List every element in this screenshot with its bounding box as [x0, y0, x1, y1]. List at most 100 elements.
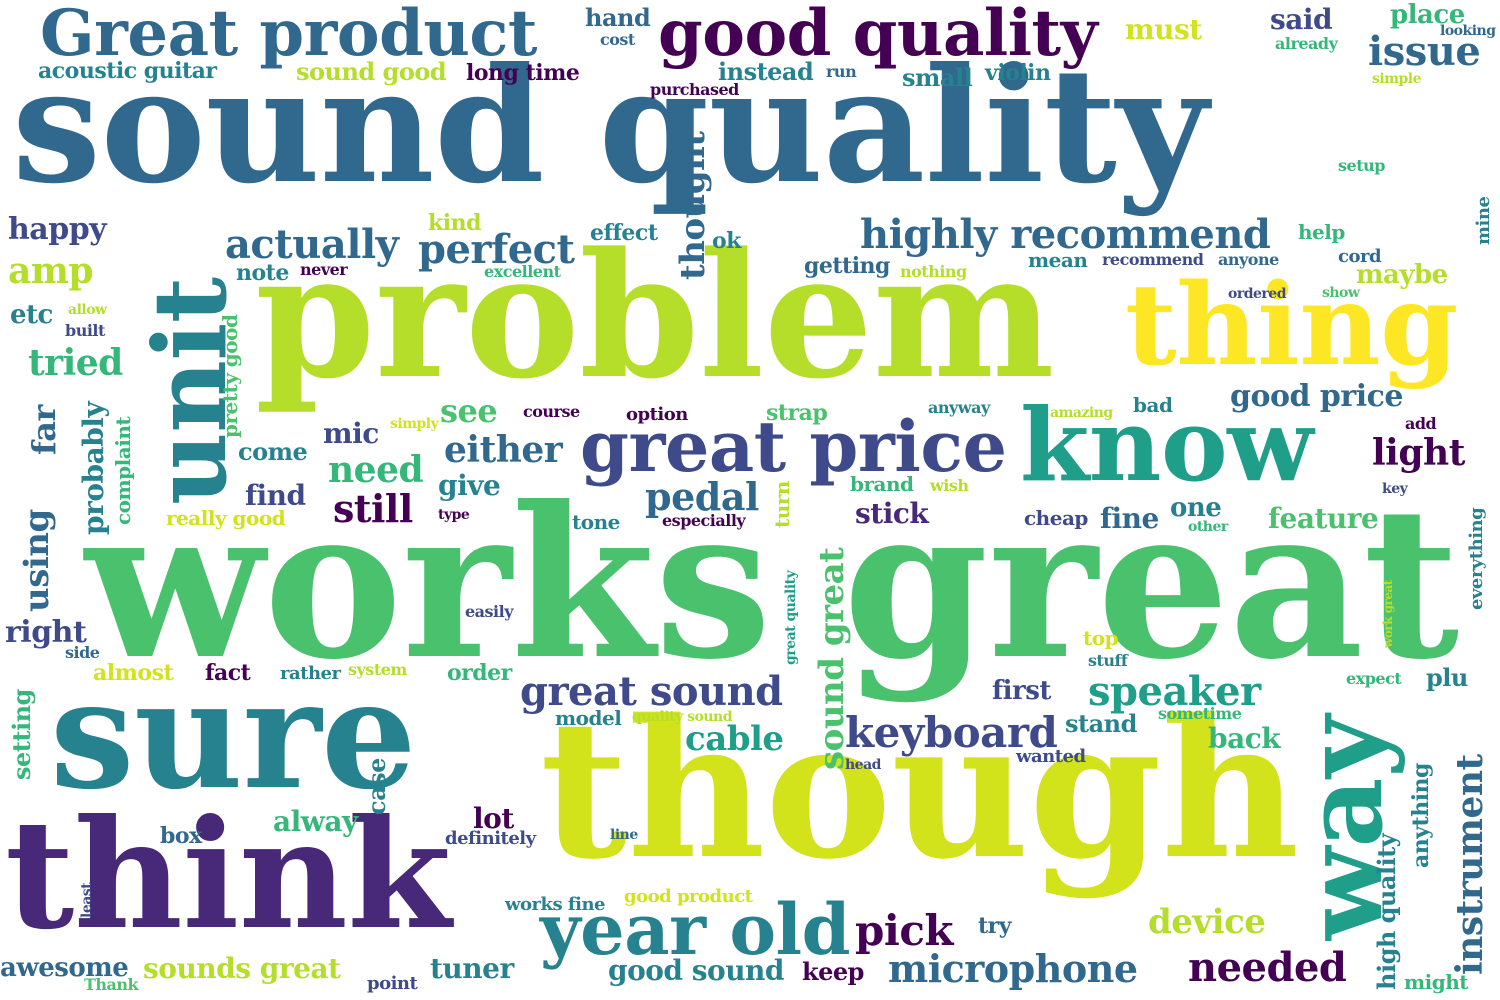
word-top: top — [1083, 626, 1119, 650]
word-thank: Thank — [84, 975, 139, 994]
word-mean: mean — [1028, 248, 1088, 272]
word-pick: pick — [855, 906, 954, 955]
word-plu: plu — [1426, 663, 1468, 692]
word-cost: cost — [600, 30, 635, 49]
word-small: small — [902, 63, 973, 92]
word-head: head — [845, 757, 881, 773]
word-great-product: Great product — [40, 0, 537, 71]
word-easily: easily — [465, 602, 514, 621]
word-setup: setup — [1338, 156, 1385, 175]
word-issue: issue — [1368, 28, 1481, 75]
word-works-fine: works fine — [505, 894, 605, 915]
word-course: course — [523, 402, 580, 421]
word-sure: sure — [50, 647, 416, 823]
word-kind: kind — [428, 210, 481, 236]
word-great-sound: great sound — [520, 668, 783, 715]
word-anyway: anyway — [928, 398, 990, 417]
word-device: device — [1148, 902, 1266, 942]
word-simply: simply — [390, 416, 439, 432]
word-allow: allow — [68, 302, 107, 318]
word-back: back — [1208, 722, 1281, 755]
word-simple: simple — [1372, 71, 1422, 87]
word-stick: stick — [855, 497, 929, 530]
word-tone: tone — [572, 510, 620, 534]
word-strap: strap — [766, 400, 828, 426]
word-anyone: anyone — [1218, 250, 1279, 269]
word-run: run — [826, 62, 857, 81]
word-good-quality: good quality — [658, 0, 1098, 71]
word-instrument: instrument — [1449, 754, 1491, 975]
word-microphone: microphone — [888, 946, 1138, 991]
word-year-old: year old — [540, 888, 851, 971]
word-good-product: good product — [624, 886, 753, 907]
word-good-price: good price — [1230, 379, 1403, 414]
word-said: said — [1270, 3, 1333, 36]
word-lot: lot — [473, 802, 514, 835]
word-need: need — [328, 449, 424, 491]
word-type: type — [438, 507, 470, 523]
word-actually: actually — [225, 221, 399, 268]
word-option: option — [626, 404, 688, 425]
word-think: think — [5, 787, 451, 963]
word-come: come — [238, 437, 308, 466]
word-try: try — [978, 913, 1012, 939]
word-first: first — [992, 676, 1051, 706]
word-effect: effect — [590, 220, 658, 246]
word-long-time: long time — [466, 60, 580, 86]
word-sound-quality: sound quality — [12, 34, 1208, 219]
word-alway: alway — [273, 805, 358, 838]
word-using: using — [17, 509, 57, 612]
word-mic: mic — [323, 417, 379, 450]
word-nothing: nothing — [900, 262, 967, 281]
word-quality-sound: quality sound — [632, 709, 733, 725]
word-keyboard: keyboard — [845, 708, 1058, 757]
word-sometime: sometime — [1158, 704, 1242, 723]
word-order: order — [447, 660, 512, 686]
word-key: key — [1382, 481, 1408, 497]
word-cord: cord — [1338, 246, 1382, 267]
word-know: know — [1020, 386, 1313, 504]
word-probably: probably — [77, 401, 110, 535]
word-great-quality: great quality — [783, 570, 799, 665]
word-rather: rather — [280, 663, 341, 684]
word-high-quality: high quality — [1372, 833, 1401, 990]
word-note: note — [236, 260, 289, 286]
word-brand: brand — [850, 472, 914, 496]
word-violin: violin — [985, 60, 1051, 86]
word-far: far — [25, 405, 63, 455]
word-acoustic-guitar: acoustic guitar — [38, 58, 217, 84]
word-definitely: definitely — [445, 828, 536, 849]
word-turn: turn — [770, 481, 794, 528]
word-side: side — [65, 643, 100, 662]
word-least: least — [79, 882, 95, 918]
word-purchased: purchased — [650, 80, 739, 99]
word-especially: especially — [662, 511, 746, 530]
word-sound-good: sound good — [296, 57, 447, 86]
word-point: point — [367, 973, 418, 994]
word-line: line — [610, 827, 638, 843]
word-everything: everything — [1466, 507, 1487, 610]
word-setting: setting — [7, 689, 36, 780]
word-instead: instead — [718, 57, 814, 86]
word-must: must — [1125, 13, 1202, 46]
word-expect: expect — [1346, 669, 1402, 688]
word-stand: stand — [1065, 709, 1137, 738]
word-case: case — [362, 758, 391, 815]
word-model: model — [555, 706, 622, 730]
word-thing: thing — [1125, 260, 1458, 391]
word-never: never — [300, 260, 348, 279]
word-ordered: ordered — [1228, 286, 1286, 302]
word-speaker: speaker — [1088, 668, 1261, 715]
word-might: might — [1404, 970, 1469, 994]
word-right: right — [5, 615, 87, 650]
word-sound-great: sound great — [812, 547, 852, 770]
word-tried: tried — [28, 342, 123, 384]
word-cheap: cheap — [1024, 506, 1088, 530]
word-place: place — [1390, 0, 1465, 30]
word-other: other — [1188, 519, 1228, 535]
word-give: give — [438, 469, 501, 502]
word-really-good: really good — [166, 506, 286, 530]
word-light: light — [1372, 432, 1465, 474]
word-find: find — [245, 479, 306, 512]
